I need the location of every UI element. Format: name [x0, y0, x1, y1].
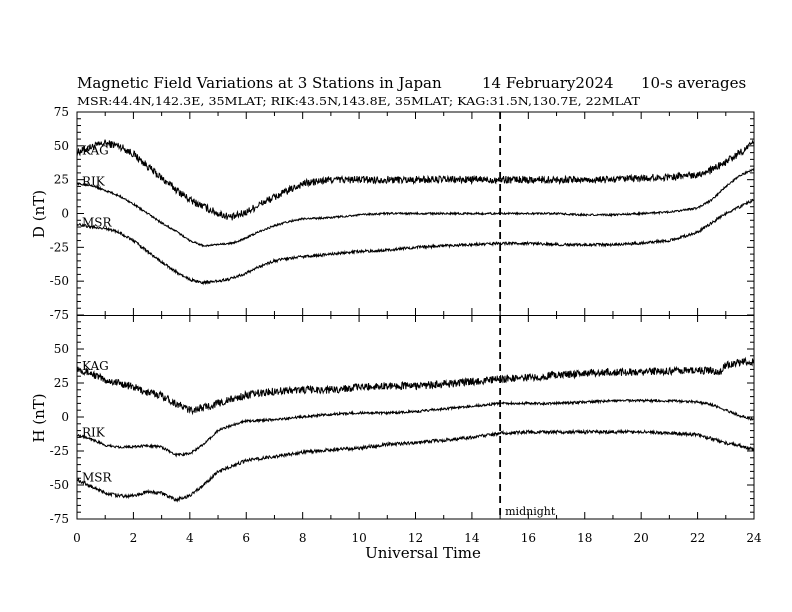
x-tick-label: 0: [73, 531, 81, 545]
midnight-label: midnight: [505, 505, 556, 518]
series-label-msr: MSR: [82, 215, 113, 229]
x-tick-label: 22: [690, 531, 705, 545]
x-tick-label: 6: [242, 531, 250, 545]
station-label-layer: KAG RIK MSR KAG RIK MSR: [82, 144, 113, 485]
series-line-kag-d: [76, 139, 755, 221]
tick-layer: 0 2 4 6 8 10 12 14 16 18 20 22 247550250-25-50-75502…: [50, 105, 762, 545]
series-label-msr: MSR: [82, 471, 113, 485]
x-tick-label: 12: [408, 531, 423, 545]
x-axis-label: Universal Time: [365, 544, 481, 562]
y-tick-label: 50: [54, 342, 69, 356]
y-tick-label: 0: [61, 207, 69, 221]
series-label-kag: KAG: [82, 359, 109, 373]
y-axis-label-d: D (nT): [30, 190, 48, 238]
y-tick-label: -25: [50, 444, 69, 458]
series-label-kag: KAG: [82, 144, 109, 158]
x-tick-label: 8: [299, 531, 307, 545]
x-tick-label: 2: [130, 531, 138, 545]
x-tick-label: 16: [521, 531, 536, 545]
series-line-kag-h: [76, 356, 755, 416]
y-tick-label: -50: [50, 478, 69, 492]
series-layer: [76, 139, 755, 503]
series-line-rik-h: [76, 398, 755, 458]
y-tick-label: -50: [50, 274, 69, 288]
y-tick-label: 75: [54, 105, 69, 119]
x-tick-label: 18: [577, 531, 592, 545]
series-line-msr-h: [76, 428, 755, 503]
x-tick-label: 10: [351, 531, 366, 545]
y-axis-label-h: H (nT): [30, 393, 48, 442]
x-tick-label: 24: [746, 531, 762, 545]
chart-subtitle: MSR:44.4N,142.3E, 35MLAT; RIK:43.5N,143.…: [77, 94, 640, 108]
y-tick-label: -75: [50, 512, 69, 526]
chart-title-averages: 10-s averages: [641, 74, 746, 92]
y-tick-label: 25: [54, 173, 69, 187]
series-label-rik: RIK: [82, 426, 106, 440]
y-tick-label: -25: [50, 240, 69, 254]
x-tick-label: 20: [634, 531, 649, 545]
series-line-rik-d: [76, 167, 755, 248]
x-tick-label: 4: [186, 531, 194, 545]
y-tick-label: 0: [61, 410, 69, 424]
x-tick-label: 14: [464, 531, 480, 545]
y-tick-label: 50: [54, 139, 69, 153]
series-label-rik: RIK: [82, 175, 106, 189]
y-tick-label: 25: [54, 376, 69, 390]
chart-title-left: Magnetic Field Variations at 3 Stations …: [77, 74, 442, 92]
series-line-msr-d: [76, 198, 755, 286]
chart-title-date: 14 February2024: [482, 74, 614, 92]
y-tick-label: -75: [50, 308, 69, 322]
